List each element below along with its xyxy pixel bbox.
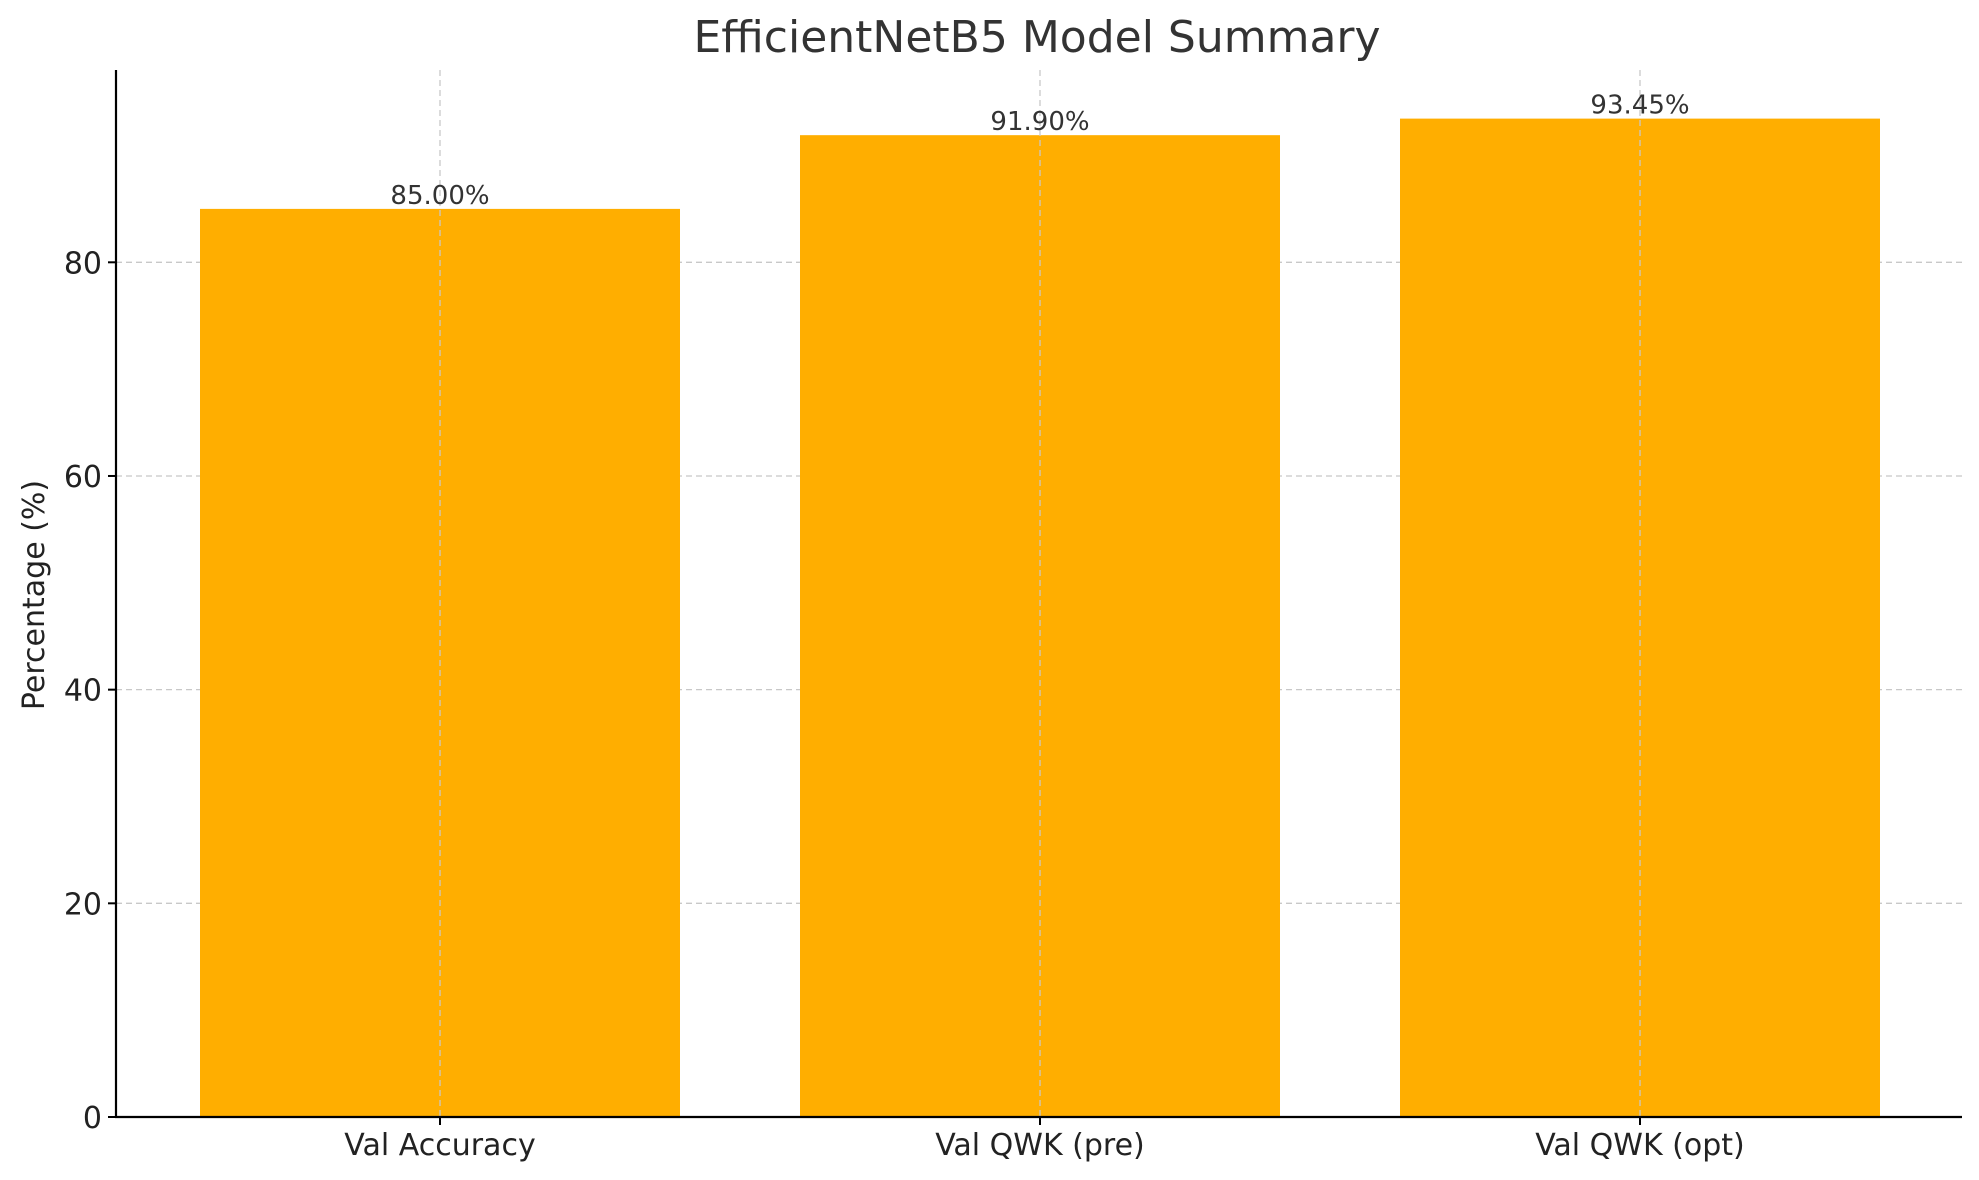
bars [200,118,1880,1117]
vertical-grid-lines [439,70,1641,1117]
x-tick-label: Val QWK (opt) [1535,1128,1745,1163]
data-labels: 85.00% 91.90% 93.45% [390,91,1689,211]
y-tick-label: 80 [64,246,102,281]
y-tick-label: 40 [64,674,102,709]
chart-title: EfficientNetB5 Model Summary [693,12,1380,63]
y-tick-label: 0 [83,1101,102,1136]
axes [114,70,1962,1119]
x-tick-label: Val QWK (pre) [935,1128,1145,1163]
bar-value-label: 93.45% [1590,91,1689,121]
y-tick-label: 60 [64,460,102,495]
tick-labels: 0 20 40 60 80 Val Accuracy Val QWK (pre) Val QW… [64,246,1745,1163]
x-tick-label: Val Accuracy [344,1128,535,1163]
y-tick-label: 20 [64,887,102,922]
bar-value-label: 85.00% [390,181,489,211]
y-axis-label: Percentage (%) [17,480,52,710]
bar-value-label: 91.90% [990,107,1089,137]
bar [1400,118,1880,1117]
